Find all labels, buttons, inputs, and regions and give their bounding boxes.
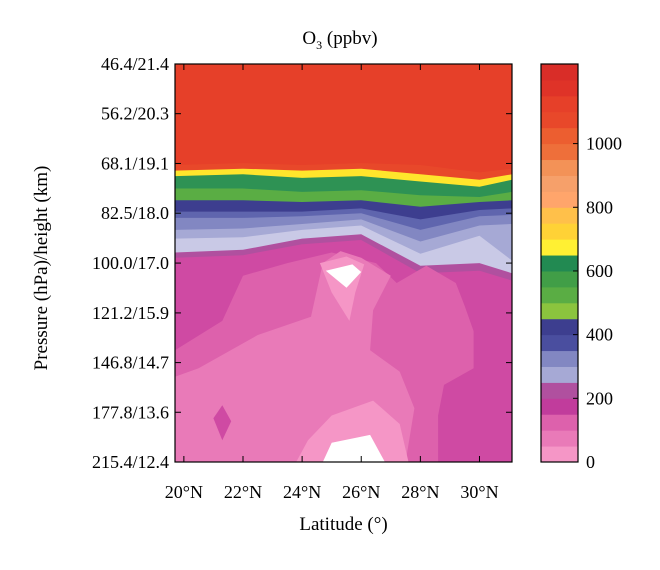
y-tick-label: 100.0/17.0 (92, 253, 169, 273)
x-tick-label: 28°N (401, 482, 439, 502)
y-tick-label: 146.8/14.7 (92, 353, 169, 373)
y-tick-label: 46.4/21.4 (101, 54, 169, 74)
y-tick-label: 82.5/18.0 (101, 203, 169, 223)
x-tick-label: 22°N (224, 482, 262, 502)
y-tick-label: 177.8/13.6 (92, 402, 169, 422)
contour-region-100-7 (444, 338, 471, 369)
x-tick-label: 26°N (342, 482, 380, 502)
contour-region-50-4 (296, 400, 409, 462)
y-tick-label: 215.4/12.4 (92, 452, 169, 472)
contour-region-0-6 (322, 434, 385, 462)
x-axis-label: Latitude (°) (299, 514, 388, 535)
y-tick-label: 68.1/19.1 (101, 153, 169, 173)
x-tick-label: 30°N (460, 482, 498, 502)
x-tick-label: 20°N (165, 482, 203, 502)
y-tick-label: 56.2/20.3 (101, 104, 169, 124)
contour-region-0-5 (325, 264, 362, 288)
x-tick-label: 24°N (283, 482, 321, 502)
y-tick-label: 121.2/15.9 (92, 303, 169, 323)
chart-title: O3 (ppbv) (302, 28, 378, 52)
contour-region-125-8 (213, 405, 232, 441)
